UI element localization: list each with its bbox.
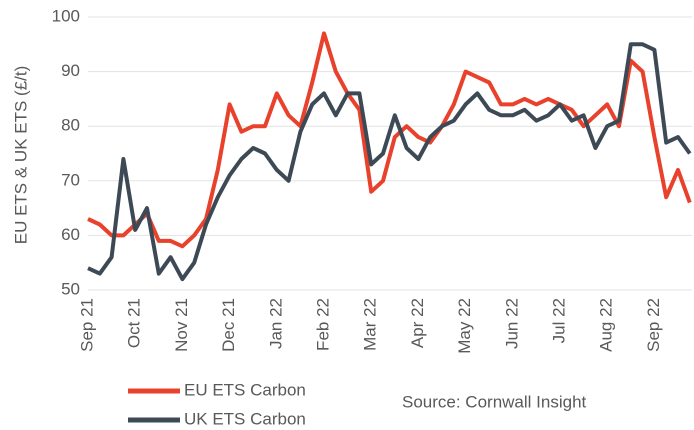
legend-label: UK ETS Carbon bbox=[184, 409, 306, 428]
x-tick-label: Dec 21 bbox=[219, 298, 238, 352]
source-note: Source: Cornwall Insight bbox=[402, 392, 587, 411]
x-tick-label: Apr 22 bbox=[408, 298, 427, 348]
series-line bbox=[87, 31, 692, 249]
x-tick-label: Aug 22 bbox=[597, 298, 616, 352]
y-tick-label: 70 bbox=[61, 170, 80, 189]
y-tick-label: 60 bbox=[61, 225, 80, 244]
x-tick-label: Nov 21 bbox=[172, 298, 191, 352]
y-tick-label: 100 bbox=[52, 6, 80, 25]
x-tick-label: Feb 22 bbox=[313, 298, 332, 351]
series-line bbox=[87, 42, 692, 282]
x-tick-label: Mar 22 bbox=[361, 298, 380, 351]
y-axis-label: EU ETS & UK ETS (£/t) bbox=[11, 66, 30, 245]
x-tick-label: Oct 21 bbox=[125, 298, 144, 348]
y-tick-label: 50 bbox=[61, 279, 80, 298]
x-tick-label: May 22 bbox=[455, 298, 474, 354]
y-tick-label: 90 bbox=[61, 61, 80, 80]
x-tick-label: Jul 22 bbox=[549, 298, 568, 343]
x-tick-label: Jan 22 bbox=[266, 298, 285, 349]
x-tick-label: Jun 22 bbox=[502, 298, 521, 349]
x-tick-label: Sep 22 bbox=[644, 298, 663, 352]
legend-label: EU ETS Carbon bbox=[184, 380, 306, 399]
y-tick-label: 80 bbox=[61, 116, 80, 135]
x-tick-label: Sep 21 bbox=[77, 298, 96, 352]
